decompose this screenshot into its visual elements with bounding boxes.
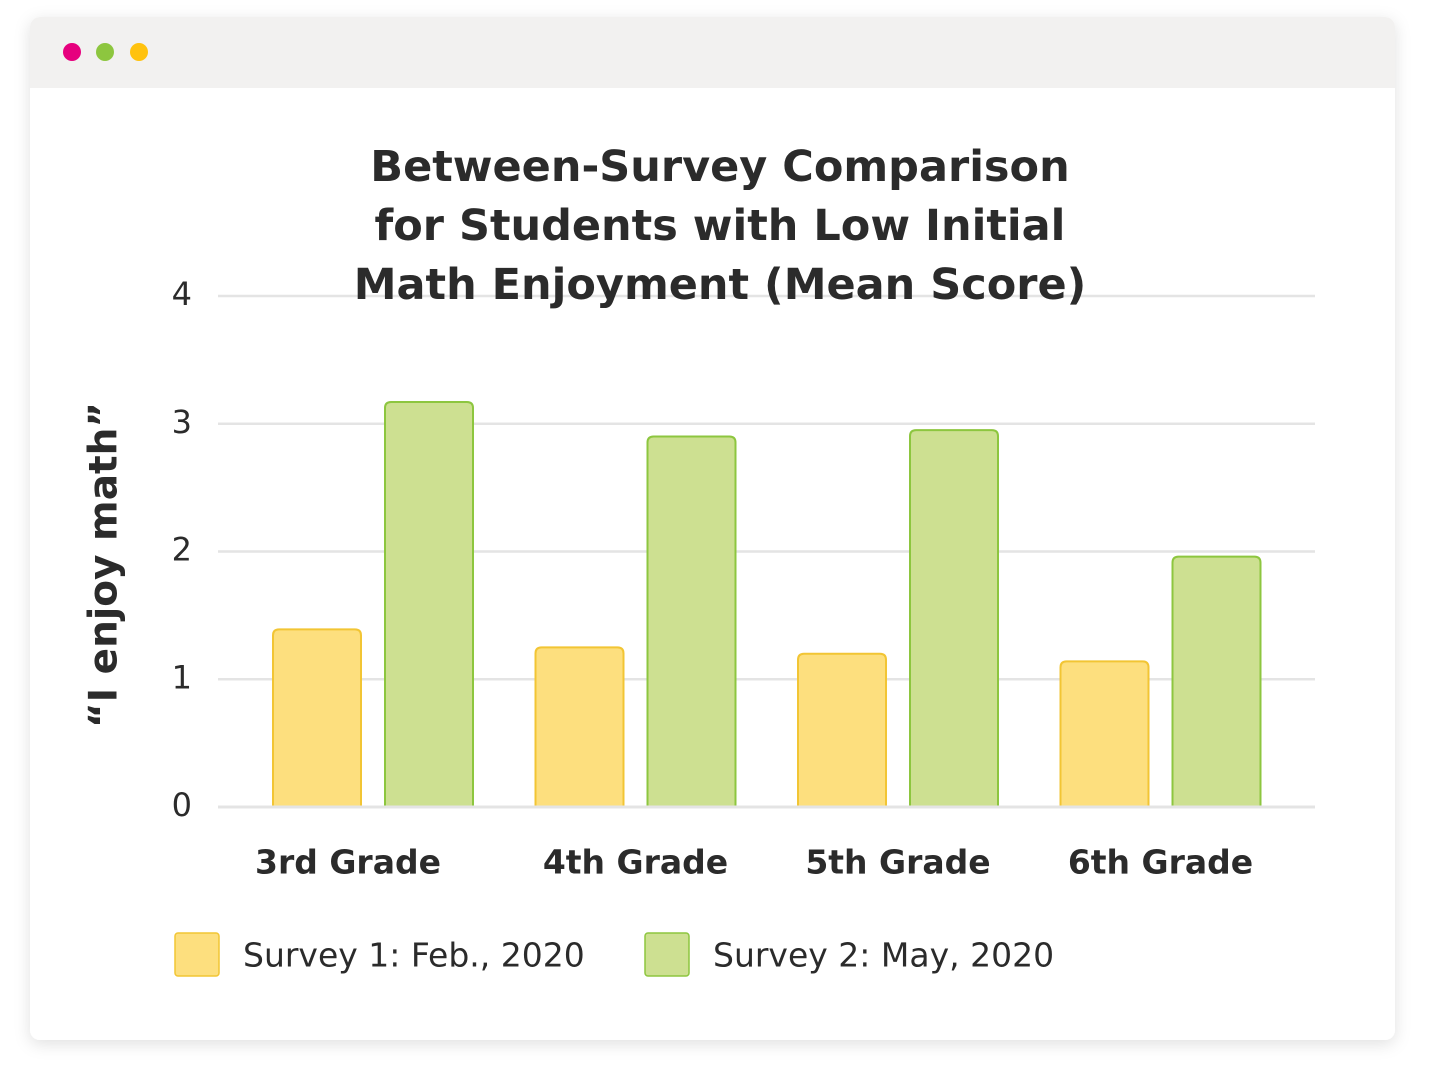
bar [646, 435, 737, 807]
y-tick-label: 4 [172, 275, 192, 313]
x-tick-label: 3rd Grade [255, 843, 441, 882]
y-tick-label: 1 [172, 658, 192, 696]
window-dot [130, 43, 148, 61]
legend-swatch [174, 932, 220, 977]
bar [534, 646, 625, 807]
bar [797, 652, 887, 807]
window-dot [96, 43, 114, 61]
y-tick-label: 2 [172, 531, 192, 569]
window-dot [63, 43, 81, 61]
legend-label: Survey 2: May, 2020 [713, 936, 1054, 975]
legend-swatch [644, 932, 690, 977]
bar [272, 628, 362, 807]
legend-label: Survey 1: Feb., 2020 [243, 936, 585, 975]
bar [909, 429, 999, 807]
x-tick-label: 4th Grade [543, 843, 728, 882]
x-tick-label: 6th Grade [1068, 843, 1253, 882]
chart-title: Between-Survey Comparison for Students w… [353, 142, 1087, 310]
bar [1059, 660, 1150, 807]
x-tick-label: 5th Grade [805, 843, 990, 882]
bar [1171, 555, 1262, 807]
y-tick-label: 3 [172, 403, 192, 441]
y-tick-label: 0 [172, 786, 192, 824]
bar [384, 401, 474, 807]
y-axis-label: “I enjoy math” [82, 402, 127, 728]
window-bar [30, 17, 1395, 88]
